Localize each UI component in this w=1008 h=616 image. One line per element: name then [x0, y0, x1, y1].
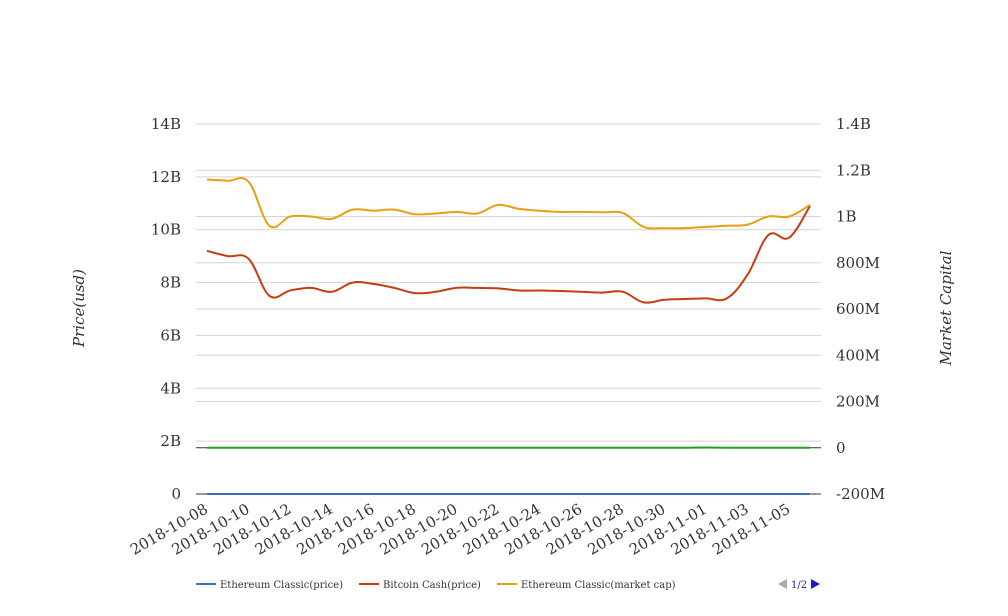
y-tick-right-label: 1.2B	[836, 161, 871, 179]
legend-label-ethereum-classic-market-cap: Ethereum Classic(market cap)	[521, 580, 676, 591]
y-tick-right-label: 400M	[836, 346, 880, 364]
y-tick-right-label: 0	[836, 439, 846, 457]
y-tick-left-label: 2B	[160, 432, 181, 450]
y-axis-left-ticks: 0 2B 4B 6B 8B 10B 12B 14B	[151, 115, 181, 503]
y-tick-right-label: -200M	[836, 485, 885, 503]
legend: Ethereum Classic(price) Bitcoin Cash(pri…	[196, 579, 820, 591]
y-tick-right-label: 1.4B	[836, 115, 871, 133]
y-tick-left-label: 12B	[151, 168, 181, 186]
series-lines	[206, 177, 811, 495]
y-tick-left-label: 6B	[160, 326, 181, 344]
y-tick-left-label: 14B	[151, 115, 181, 133]
legend-item-bitcoin-cash-price[interactable]: Bitcoin Cash(price)	[359, 580, 481, 591]
legend-item-ethereum-classic-price[interactable]: Ethereum Classic(price)	[196, 580, 343, 591]
legend-prev-page-icon[interactable]	[778, 579, 787, 589]
y-axis-right-title: Market Capital	[937, 250, 955, 366]
legend-label-bitcoin-cash-price: Bitcoin Cash(price)	[383, 580, 481, 591]
legend-item-ethereum-classic-market-cap[interactable]: Ethereum Classic(market cap)	[497, 580, 676, 591]
y-tick-left-label: 8B	[160, 274, 181, 292]
y-tick-left-label: 10B	[151, 221, 181, 239]
y-axis-left-title: Price(usd)	[70, 269, 88, 348]
y-tick-right-label: 1B	[836, 208, 857, 226]
y-tick-right-label: 600M	[836, 300, 880, 318]
line-bitcoin-cash-price	[206, 205, 811, 304]
y-axis-right-ticks: -200M 0 200M 400M 600M 800M 1B 1.2B 1.4B	[836, 115, 885, 503]
y-tick-left-label: 0	[171, 485, 181, 503]
y-tick-left-label: 4B	[160, 379, 181, 397]
legend-label-ethereum-classic-price: Ethereum Classic(price)	[220, 580, 343, 591]
y-tick-right-label: 800M	[836, 254, 880, 272]
grid-right	[196, 123, 821, 495]
legend-next-page-icon[interactable]	[811, 579, 820, 589]
line-ethereum-classic-market-cap	[206, 177, 811, 230]
legend-page-indicator: 1/2	[791, 580, 807, 591]
y-tick-right-label: 200M	[836, 393, 880, 411]
x-axis-ticks: 2018-10-082018-10-102018-10-122018-10-14…	[127, 500, 793, 559]
grid-left	[196, 123, 821, 442]
